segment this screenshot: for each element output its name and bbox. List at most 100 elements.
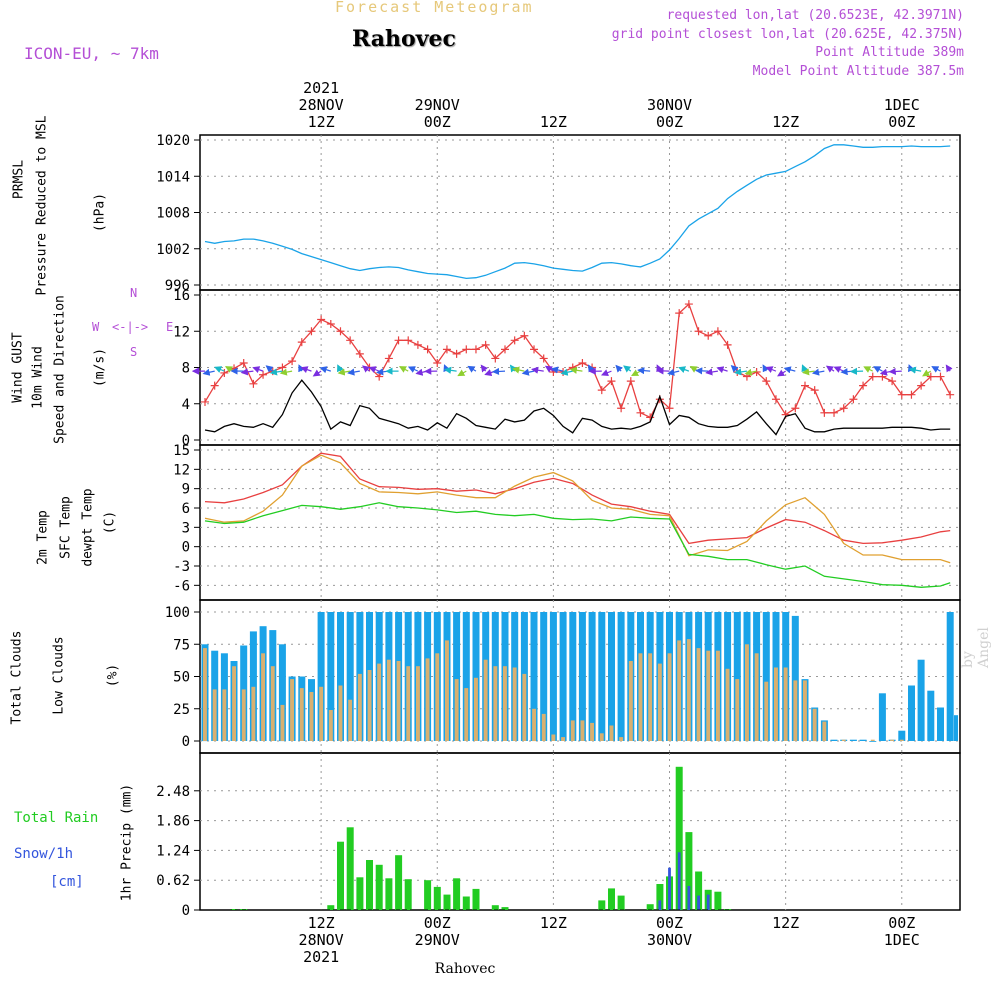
total-cloud-bar	[453, 612, 461, 741]
rain-bar	[356, 877, 364, 910]
total-cloud-bar	[530, 612, 538, 741]
low-cloud-bar	[725, 668, 730, 741]
wind-arrow-icon	[888, 367, 902, 376]
gust-marker	[520, 331, 529, 340]
snow-bar	[677, 852, 681, 910]
rain-bar	[472, 888, 480, 910]
gust-marker	[326, 320, 335, 328]
rain-bar	[453, 878, 461, 910]
y-tick-label: 996	[165, 278, 190, 294]
low-cloud-bar	[619, 737, 624, 741]
low-cloud-bar	[290, 679, 294, 741]
time-tick-label: 00Z	[424, 914, 451, 932]
compass-n: N	[130, 286, 137, 300]
low-cloud-bar	[599, 733, 604, 741]
wind-arrow-icon	[398, 366, 409, 373]
rain-bar	[462, 896, 470, 910]
snow-bar	[668, 867, 671, 910]
total-cloud-bar	[462, 612, 470, 741]
low-cloud-bar	[522, 673, 527, 741]
low-cloud-bar	[319, 686, 324, 741]
low-cloud-bar	[803, 680, 807, 741]
low-cloud-bar	[483, 659, 488, 741]
gust-marker	[442, 345, 451, 354]
rain-legend: Total Rain	[14, 810, 99, 826]
total-cloud-bar-edge	[954, 715, 958, 741]
wind-arrow-icon	[214, 366, 225, 373]
wind-arrow-icon	[600, 369, 612, 376]
rain-bar	[685, 832, 693, 910]
low-cloud-bar	[503, 666, 507, 741]
low-cloud-bar	[251, 686, 256, 741]
gust-marker	[491, 354, 500, 363]
low-cloud-bar	[667, 653, 672, 741]
wind-arrow-icon	[362, 365, 370, 373]
gust-marker	[859, 381, 868, 390]
time-tick-label: 00Z	[656, 914, 683, 932]
wind-arrow-icon	[922, 369, 932, 377]
gust-marker	[801, 381, 809, 390]
total-cloud-bar	[898, 730, 906, 741]
gust-marker	[636, 408, 645, 417]
wind-arrow-icon	[298, 364, 305, 373]
wind-arrow-icon	[783, 366, 796, 374]
low-cloud-bar	[793, 680, 798, 741]
y-tick-label: 12	[173, 324, 190, 340]
snow-bar	[658, 900, 662, 910]
time-tick-label: 12Z	[540, 914, 567, 932]
gust-marker	[849, 395, 858, 404]
total-cloud-bar	[617, 612, 625, 741]
gust-marker	[646, 413, 655, 422]
gust-marker	[462, 345, 471, 354]
low-cloud-bar	[706, 650, 711, 741]
low-cloud-bar	[261, 653, 265, 741]
low-cloud-bar	[280, 704, 285, 741]
time-tick-label: 30NOV	[647, 931, 692, 949]
wind-arrow-icon	[705, 368, 718, 376]
wind-arrow-icon	[319, 366, 331, 374]
rain-bar	[656, 884, 664, 910]
gust-marker	[433, 358, 442, 367]
gust-marker	[946, 390, 955, 399]
gust-marker	[423, 345, 432, 354]
gust-marker	[201, 397, 209, 406]
compass-arrows: <-|->	[112, 320, 148, 334]
wind-arrow-icon	[279, 368, 293, 376]
y-tick-label: 75	[173, 637, 190, 653]
total-cloud-bar	[733, 612, 741, 741]
rain-bar	[646, 904, 654, 910]
snow-unit-legend: [cm]	[50, 874, 84, 890]
time-tick-label: 00Z	[888, 914, 915, 932]
wind-arrow-icon	[716, 366, 728, 374]
time-tick-label: 28NOV	[299, 96, 344, 114]
gust-marker	[771, 395, 780, 404]
time-tick-label: 12Z	[308, 113, 335, 131]
y-tick-label: -3	[173, 559, 190, 575]
total-cloud-bar	[937, 707, 944, 741]
rain-bar	[433, 886, 441, 910]
total-cloud-bar	[327, 612, 335, 741]
panels: 99610021008101410200481216-6-30369121502…	[156, 133, 961, 919]
wind-arrow-icon	[945, 364, 953, 373]
gust-marker	[278, 363, 287, 372]
wind-arrow-icon	[467, 365, 477, 373]
low-cloud-bar	[396, 661, 401, 741]
y-tick-label: 8	[182, 361, 190, 377]
model-altitude: Model Point Altitude 387.5m	[752, 64, 964, 79]
low-cloud-bar	[716, 650, 720, 741]
footer-location: Rahovec	[435, 961, 496, 977]
y-tick-label: 50	[173, 670, 190, 686]
rain-bar	[337, 841, 344, 910]
y-tick-label: 0	[182, 540, 190, 556]
low-cloud-bar	[367, 670, 372, 741]
total-cloud-bar	[762, 612, 770, 741]
time-tick-label: 1DEC	[884, 931, 920, 949]
y-tick-label: 1020	[156, 133, 190, 149]
gust-marker	[888, 377, 897, 386]
rain-bar	[385, 878, 393, 910]
y-tick-label: 100	[165, 605, 190, 621]
point-altitude: Point Altitude 389m	[815, 45, 964, 60]
rain-bar	[675, 766, 683, 910]
low-cloud-bar	[899, 739, 904, 741]
